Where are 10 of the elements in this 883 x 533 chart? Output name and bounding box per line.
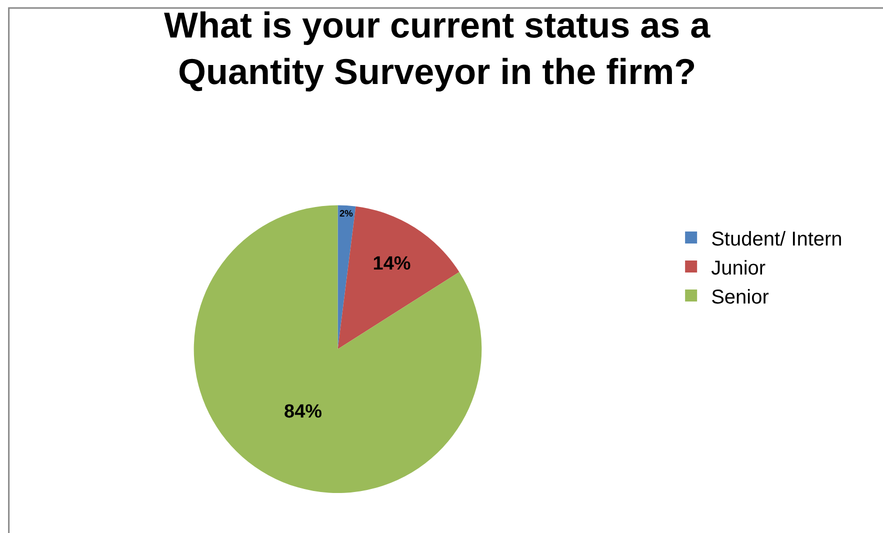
pie-slice: [338, 205, 356, 350]
legend-label: Senior: [711, 286, 770, 308]
pie-slice: [194, 205, 482, 493]
data-label: 84%: [284, 402, 322, 423]
legend-label: Student/ Intern: [711, 228, 842, 250]
chart-title: What is your current status as a Quantity Surveyor in the firm?: [164, 4, 712, 92]
data-label: 2%: [339, 208, 354, 219]
data-label: 14%: [372, 253, 411, 274]
legend-label: Junior: [711, 257, 766, 280]
pie-slice: [338, 206, 460, 350]
